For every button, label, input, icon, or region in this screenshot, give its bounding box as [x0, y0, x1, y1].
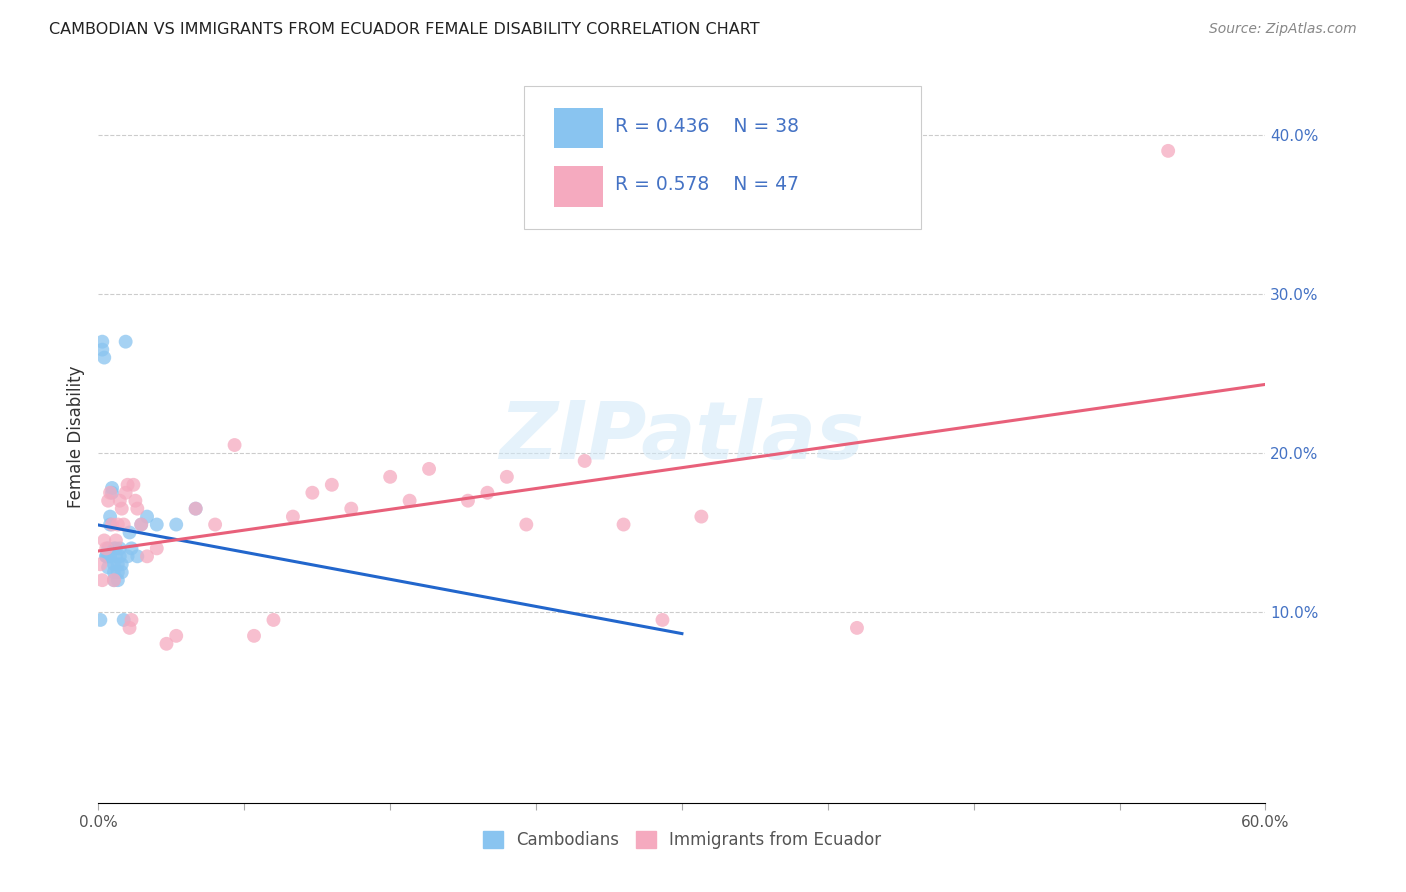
- Point: [340, 501, 363, 516]
- Point: [127, 501, 149, 516]
- Point: [477, 485, 499, 500]
- Point: [108, 541, 131, 556]
- Point: [96, 549, 118, 564]
- Point: [97, 560, 120, 574]
- Point: [515, 517, 537, 532]
- Point: [122, 477, 145, 491]
- Point: [98, 549, 121, 564]
- Point: [96, 549, 118, 564]
- Text: Source: ZipAtlas.com: Source: ZipAtlas.com: [1209, 22, 1357, 37]
- Point: [103, 573, 125, 587]
- Point: [111, 558, 134, 572]
- Point: [103, 573, 125, 587]
- Point: [184, 501, 207, 516]
- Point: [108, 493, 131, 508]
- Point: [1157, 144, 1180, 158]
- Point: [165, 629, 187, 643]
- Point: [111, 501, 134, 516]
- Point: [97, 493, 120, 508]
- Point: [398, 493, 420, 508]
- Point: [107, 573, 129, 587]
- Text: CAMBODIAN VS IMMIGRANTS FROM ECUADOR FEMALE DISABILITY CORRELATION CHART: CAMBODIAN VS IMMIGRANTS FROM ECUADOR FEM…: [49, 22, 759, 37]
- FancyBboxPatch shape: [524, 86, 921, 228]
- Legend: Cambodians, Immigrants from Ecuador: Cambodians, Immigrants from Ecuador: [482, 831, 882, 849]
- Point: [124, 493, 146, 508]
- Point: [690, 509, 713, 524]
- Text: ZIPatlas: ZIPatlas: [499, 398, 865, 476]
- Point: [112, 613, 135, 627]
- Point: [243, 629, 266, 643]
- Point: [184, 501, 207, 516]
- Point: [155, 637, 177, 651]
- Text: R = 0.578    N = 47: R = 0.578 N = 47: [616, 175, 800, 194]
- Point: [107, 558, 129, 572]
- Point: [97, 549, 120, 564]
- Point: [574, 454, 596, 468]
- Point: [127, 549, 149, 564]
- Point: [111, 566, 134, 580]
- Point: [104, 541, 127, 556]
- Point: [129, 517, 152, 532]
- FancyBboxPatch shape: [554, 167, 603, 207]
- Point: [129, 517, 152, 532]
- Point: [104, 549, 127, 564]
- Point: [98, 517, 121, 532]
- Point: [107, 566, 129, 580]
- Point: [846, 621, 869, 635]
- Point: [117, 477, 139, 491]
- Point: [121, 613, 143, 627]
- Point: [98, 509, 121, 524]
- Point: [418, 462, 440, 476]
- FancyBboxPatch shape: [554, 108, 603, 148]
- Point: [114, 485, 136, 500]
- Point: [98, 485, 121, 500]
- Point: [103, 558, 125, 572]
- Point: [281, 509, 304, 524]
- Point: [114, 334, 136, 349]
- Point: [101, 481, 124, 495]
- Point: [301, 485, 323, 500]
- Point: [457, 493, 479, 508]
- Point: [91, 343, 114, 357]
- Point: [121, 541, 143, 556]
- Point: [103, 541, 125, 556]
- Point: [165, 517, 187, 532]
- Point: [224, 438, 246, 452]
- Point: [136, 509, 159, 524]
- Point: [118, 621, 141, 635]
- Point: [321, 477, 343, 491]
- Point: [146, 517, 169, 532]
- Point: [117, 549, 139, 564]
- Point: [204, 517, 226, 532]
- Point: [101, 517, 124, 532]
- Point: [89, 558, 111, 572]
- Text: R = 0.436    N = 38: R = 0.436 N = 38: [616, 117, 800, 136]
- Point: [97, 541, 120, 556]
- Point: [91, 334, 114, 349]
- Point: [262, 613, 284, 627]
- Point: [496, 470, 519, 484]
- Point: [380, 470, 402, 484]
- Point: [89, 613, 111, 627]
- Point: [613, 517, 636, 532]
- Point: [651, 613, 673, 627]
- Point: [146, 541, 169, 556]
- Point: [93, 351, 115, 365]
- Point: [118, 525, 141, 540]
- Y-axis label: Female Disability: Female Disability: [66, 366, 84, 508]
- Point: [91, 573, 114, 587]
- Point: [108, 549, 131, 564]
- Point: [103, 566, 125, 580]
- Point: [107, 517, 129, 532]
- Point: [93, 533, 115, 548]
- Point: [136, 549, 159, 564]
- Point: [112, 517, 135, 532]
- Point: [104, 533, 127, 548]
- Point: [101, 485, 124, 500]
- Point: [96, 541, 118, 556]
